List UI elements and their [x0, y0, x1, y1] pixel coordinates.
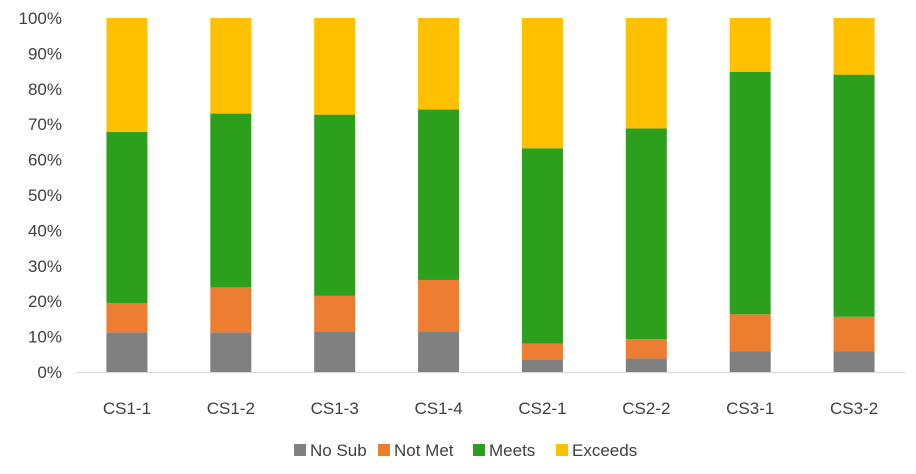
bar-segment-exceeds: [418, 18, 460, 110]
bar-segment-no-sub: [625, 358, 667, 372]
x-tick-label: CS3-2: [830, 399, 878, 418]
legend-swatch: [556, 444, 568, 456]
bar-segment-not-met: [833, 316, 875, 352]
x-tick-label: CS1-1: [103, 399, 151, 418]
bar-segment-exceeds: [833, 18, 875, 75]
bar-segment-not-met: [625, 339, 667, 359]
bar-segment-not-met: [210, 287, 252, 333]
x-tick-label: CS1-4: [414, 399, 462, 418]
y-tick-label: 20%: [28, 292, 62, 311]
y-tick-label: 40%: [28, 221, 62, 240]
legend-label: Not Met: [394, 441, 454, 460]
bar-segment-no-sub: [314, 331, 356, 372]
y-tick-label: 90%: [28, 44, 62, 63]
legend-item-meets: Meets: [473, 441, 535, 460]
legend-item-not-met: Not Met: [378, 441, 454, 460]
y-tick-label: 0%: [37, 363, 62, 382]
bar-segment-no-sub: [106, 332, 148, 372]
x-tick-label: CS2-2: [622, 399, 670, 418]
x-tick-label: CS2-1: [518, 399, 566, 418]
bar-segment-meets: [729, 71, 771, 315]
y-tick-label: 10%: [28, 328, 62, 347]
legend-swatch: [378, 444, 390, 456]
bar-group-cs1-2: [210, 18, 252, 372]
bar-segment-no-sub: [521, 359, 563, 372]
bar-segment-meets: [314, 114, 356, 296]
bar-segment-meets: [418, 109, 460, 280]
bar-segment-exceeds: [521, 18, 563, 149]
bar-segment-meets: [833, 74, 875, 317]
y-tick-label: 80%: [28, 80, 62, 99]
bar-group-cs3-2: [833, 18, 875, 372]
x-tick-label: CS1-2: [207, 399, 255, 418]
y-tick-label: 100%: [19, 9, 62, 28]
y-tick-label: 60%: [28, 151, 62, 170]
bar-segment-no-sub: [833, 351, 875, 372]
y-tick-label: 70%: [28, 115, 62, 134]
legend-swatch: [294, 444, 306, 456]
legend-label: No Sub: [310, 441, 367, 460]
bar-segment-meets: [106, 131, 148, 303]
bar-segment-not-met: [314, 295, 356, 332]
x-tick-label: CS3-1: [726, 399, 774, 418]
bar-segment-meets: [210, 113, 252, 288]
x-axis: CS1-1 CS1-2 CS1-3 CS1-4 CS2-1 CS2-2 CS3-1 CS3-2: [75, 372, 906, 418]
bar-segment-exceeds: [106, 18, 148, 132]
bar-group-cs2-1: [521, 18, 563, 372]
bar-segment-not-met: [729, 314, 771, 352]
bars-area: [106, 18, 875, 372]
bar-segment-exceeds: [625, 18, 667, 129]
bar-segment-meets: [625, 128, 667, 340]
legend-label: Exceeds: [572, 441, 637, 460]
legend-item-no-sub: No Sub: [294, 441, 367, 460]
bar-group-cs2-2: [625, 18, 667, 372]
bar-segment-no-sub: [729, 351, 771, 372]
bar-group-cs1-1: [106, 18, 148, 372]
legend-swatch: [473, 444, 485, 456]
x-tick-label: CS1-3: [311, 399, 359, 418]
bar-segment-meets: [521, 148, 563, 344]
y-tick-label: 50%: [28, 186, 62, 205]
bar-segment-exceeds: [314, 18, 356, 115]
bar-group-cs1-4: [418, 18, 460, 372]
bar-segment-not-met: [106, 302, 148, 333]
legend-label: Meets: [489, 441, 535, 460]
legend: No Sub Not Met Meets Exceeds: [294, 441, 637, 460]
bar-segment-no-sub: [418, 331, 460, 372]
bar-segment-no-sub: [210, 332, 252, 372]
bar-group-cs1-3: [314, 18, 356, 372]
legend-item-exceeds: Exceeds: [556, 441, 637, 460]
y-axis: 0% 10% 20% 30% 40% 50% 60% 70% 80% 90% 100%: [19, 9, 62, 382]
bar-group-cs3-1: [729, 18, 771, 372]
y-tick-label: 30%: [28, 257, 62, 276]
bar-segment-not-met: [521, 343, 563, 360]
bar-segment-exceeds: [729, 18, 771, 72]
bar-segment-not-met: [418, 279, 460, 332]
bar-segment-exceeds: [210, 18, 252, 114]
